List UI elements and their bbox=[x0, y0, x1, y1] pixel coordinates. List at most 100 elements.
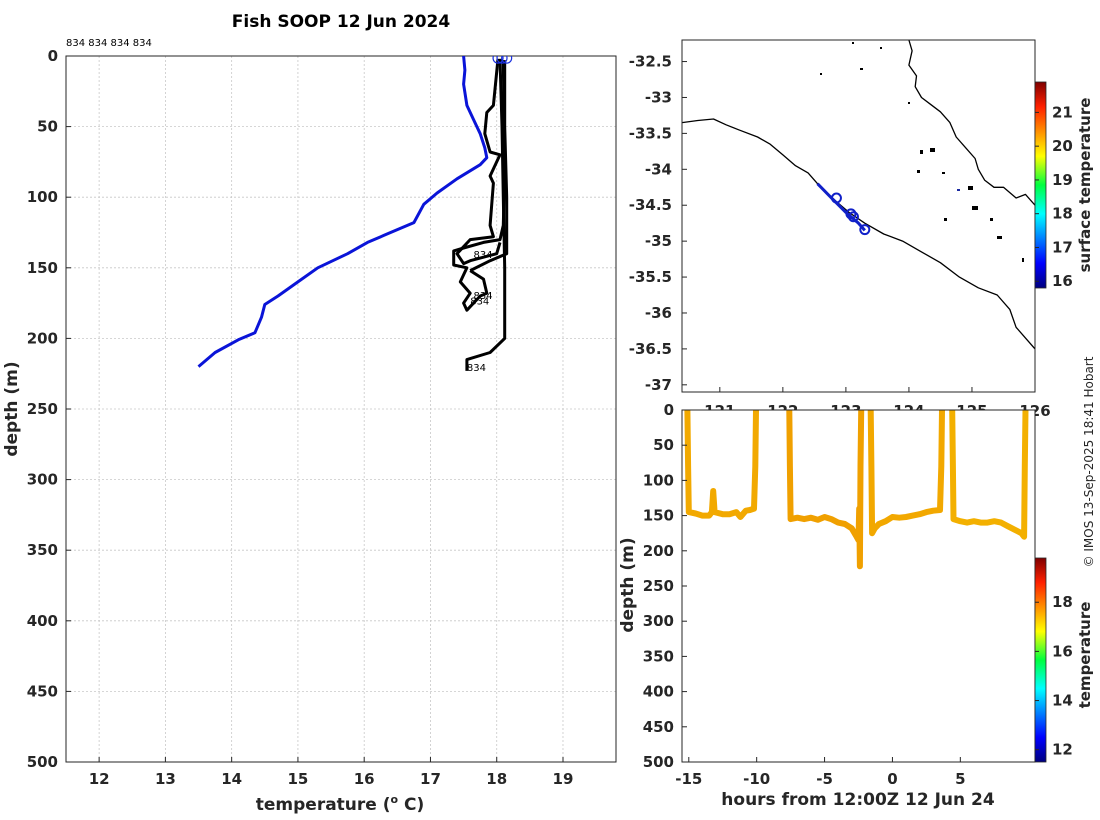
profile-surface-marker bbox=[501, 56, 513, 64]
map-y-tick-label: -34.5 bbox=[629, 196, 672, 214]
timeseries-y-ticks: 0 50 100 150 200 250 300 350 400 450 500 bbox=[643, 401, 687, 771]
profile-x-tick-label: 17 bbox=[420, 770, 441, 788]
profile-top-annotation: 834 834 834 834 bbox=[66, 38, 152, 49]
map-station-marker bbox=[830, 192, 842, 204]
map-shelf-contour bbox=[682, 118, 1035, 350]
profile-x-tick-label: 18 bbox=[486, 770, 507, 788]
profile-x-tick-label: 16 bbox=[354, 770, 375, 788]
map-lines bbox=[682, 40, 1035, 350]
map-colorbar-tick-label: 18 bbox=[1052, 205, 1073, 223]
timeseries-colorbar-label: temperature bbox=[1076, 602, 1094, 709]
profile-label: 834 bbox=[467, 363, 486, 374]
map-colorbar-tick-label: 17 bbox=[1052, 238, 1073, 256]
figure-title: Fish SOOP 12 Jun 2024 bbox=[232, 12, 451, 32]
profile-x-label: temperature (o C) bbox=[256, 793, 425, 815]
timeseries-y-tick-label: 400 bbox=[643, 683, 674, 701]
map-y-tick-label: -36 bbox=[645, 304, 672, 322]
timeseries-y-tick-label: 500 bbox=[643, 753, 674, 771]
map-colorbar-tick-label: 19 bbox=[1052, 171, 1073, 189]
map-chart: 121122123124125126 -32.5-33-33.5-34-34.5… bbox=[629, 39, 1094, 420]
copyright-note: © IMOS 13-Sep-2025 18:41 Hobart bbox=[1082, 356, 1096, 567]
profile-line bbox=[197, 56, 489, 368]
timeseries-series bbox=[684, 410, 1029, 570]
timeseries-colorbar-ticks: 12 14 16 18 bbox=[1035, 593, 1073, 759]
timeseries-x-label: hours from 12:00Z 12 Jun 24 bbox=[721, 790, 995, 810]
map-y-tick-label: -35.5 bbox=[629, 268, 672, 286]
map-y-tick-label: -37 bbox=[645, 376, 672, 394]
map-station-marker bbox=[845, 208, 857, 220]
profile-line bbox=[469, 60, 509, 272]
map-y-tick-label: -32.5 bbox=[629, 53, 672, 71]
profile-grid bbox=[66, 55, 616, 763]
timeseries-colorbar-tick-label: 14 bbox=[1052, 692, 1073, 710]
profile-label: 834 bbox=[470, 297, 489, 308]
timeseries-y-tick-label: 350 bbox=[643, 647, 674, 665]
profile-y-tick-label: 0 bbox=[48, 47, 58, 65]
profile-label: 834 bbox=[474, 291, 493, 302]
map-y-tick-label: -33 bbox=[645, 88, 672, 106]
map-y-tick-label: -33.5 bbox=[629, 124, 672, 142]
profile-y-tick-label: 50 bbox=[37, 118, 58, 136]
map-colorbar-tick-label: 16 bbox=[1052, 272, 1073, 290]
profile-surface-marker bbox=[492, 56, 504, 64]
profile-y-tick-label: 150 bbox=[27, 259, 58, 277]
map-colorbar-gradient bbox=[1034, 81, 1047, 289]
timeseries-y-tick-label: 0 bbox=[664, 401, 674, 419]
timeseries-y-label: depth (m) bbox=[618, 537, 638, 632]
timeseries-colorbar-tick-label: 16 bbox=[1052, 642, 1073, 660]
map-colorbar-label: surface temperature bbox=[1076, 98, 1094, 273]
profile-x-tick-label: 19 bbox=[553, 770, 574, 788]
timeseries-tow-line bbox=[786, 410, 865, 570]
profile-y-tick-label: 450 bbox=[27, 682, 58, 700]
profile-line bbox=[452, 60, 507, 312]
profile-x-tick-label: 15 bbox=[287, 770, 308, 788]
map-station-marker bbox=[847, 211, 859, 223]
timeseries-y-tick-label: 300 bbox=[643, 612, 674, 630]
map-ship-track bbox=[816, 182, 866, 232]
timeseries-tow-line bbox=[684, 410, 759, 520]
map-y-tick-label: -34 bbox=[645, 160, 672, 178]
timeseries-tow-line bbox=[867, 410, 945, 537]
profile-line bbox=[465, 58, 507, 371]
profile-x-tick-label: 12 bbox=[89, 770, 110, 788]
profile-y-tick-label: 300 bbox=[27, 471, 58, 489]
profile-y-label: depth (m) bbox=[2, 361, 22, 456]
profile-y-tick-label: 350 bbox=[27, 541, 58, 559]
profile-line bbox=[455, 58, 502, 266]
map-colorbar-tick-label: 21 bbox=[1052, 103, 1073, 121]
profile-chart: 12 13 14 15 16 17 18 19 0 50 100 150 200 250 300 350 40… bbox=[2, 38, 617, 815]
map-y-tick-label: -36.5 bbox=[629, 340, 672, 358]
map-colorbar: 16 17 18 19 20 21 surface temperature bbox=[1034, 81, 1094, 290]
timeseries-y-tick-label: 250 bbox=[643, 577, 674, 595]
timeseries-colorbar-gradient bbox=[1034, 557, 1047, 763]
profile-x-ticks: 12 13 14 15 16 17 18 19 bbox=[89, 757, 574, 788]
map-coastline bbox=[908, 40, 1035, 206]
profile-y-tick-label: 500 bbox=[27, 753, 58, 771]
profile-x-tick-label: 13 bbox=[155, 770, 176, 788]
timeseries-chart: -15 -10 -5 0 5 0 50 100 150 200 250 300 350 400 450 50… bbox=[618, 401, 1094, 810]
profile-y-tick-label: 400 bbox=[27, 612, 58, 630]
profile-y-tick-label: 100 bbox=[27, 188, 58, 206]
timeseries-y-tick-label: 450 bbox=[643, 718, 674, 736]
timeseries-colorbar-tick-label: 18 bbox=[1052, 593, 1073, 611]
profile-axes-box bbox=[65, 55, 617, 763]
timeseries-x-tick-label: 5 bbox=[955, 770, 965, 788]
timeseries-x-tick-label: 0 bbox=[887, 770, 897, 788]
timeseries-x-tick-label: -15 bbox=[675, 770, 702, 788]
profile-series bbox=[197, 56, 509, 371]
profile-surface-marker bbox=[496, 56, 508, 64]
timeseries-colorbar-tick-label: 12 bbox=[1052, 741, 1073, 759]
timeseries-y-tick-label: 200 bbox=[643, 542, 674, 560]
profile-y-tick-label: 250 bbox=[27, 400, 58, 418]
timeseries-y-tick-label: 100 bbox=[643, 471, 674, 489]
map-islands bbox=[820, 42, 1024, 262]
profile-y-ticks: 0 50 100 150 200 250 300 350 400 450 500 bbox=[27, 47, 71, 771]
profile-x-tick-label: 14 bbox=[221, 770, 242, 788]
map-colorbar-tick-label: 20 bbox=[1052, 137, 1073, 155]
timeseries-colorbar: 12 14 16 18 temperature bbox=[1034, 557, 1094, 763]
profile-label: 834 bbox=[474, 250, 493, 261]
profile-surface-markers bbox=[492, 56, 513, 64]
map-colorbar-ticks: 16 17 18 19 20 21 bbox=[1035, 103, 1073, 290]
map-y-tick-label: -35 bbox=[645, 232, 672, 250]
